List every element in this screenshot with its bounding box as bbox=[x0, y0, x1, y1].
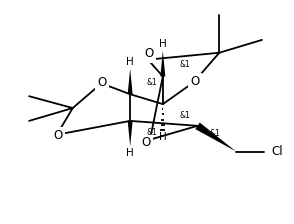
Polygon shape bbox=[160, 51, 165, 76]
Text: O: O bbox=[144, 47, 153, 60]
Text: &1: &1 bbox=[179, 112, 190, 121]
Text: Cl: Cl bbox=[272, 145, 283, 158]
Polygon shape bbox=[128, 121, 133, 146]
Polygon shape bbox=[195, 123, 236, 151]
Text: &1: &1 bbox=[147, 78, 157, 87]
Polygon shape bbox=[128, 69, 133, 94]
Text: H: H bbox=[126, 149, 134, 158]
Text: H: H bbox=[126, 57, 134, 67]
Text: H: H bbox=[159, 39, 167, 49]
Text: H: H bbox=[159, 132, 167, 142]
Text: O: O bbox=[190, 75, 199, 88]
Text: O: O bbox=[98, 76, 107, 89]
Text: O: O bbox=[53, 129, 63, 142]
Text: &1: &1 bbox=[179, 60, 190, 69]
Text: O: O bbox=[141, 136, 151, 149]
Text: &1: &1 bbox=[147, 128, 157, 137]
Text: &1: &1 bbox=[210, 129, 221, 138]
